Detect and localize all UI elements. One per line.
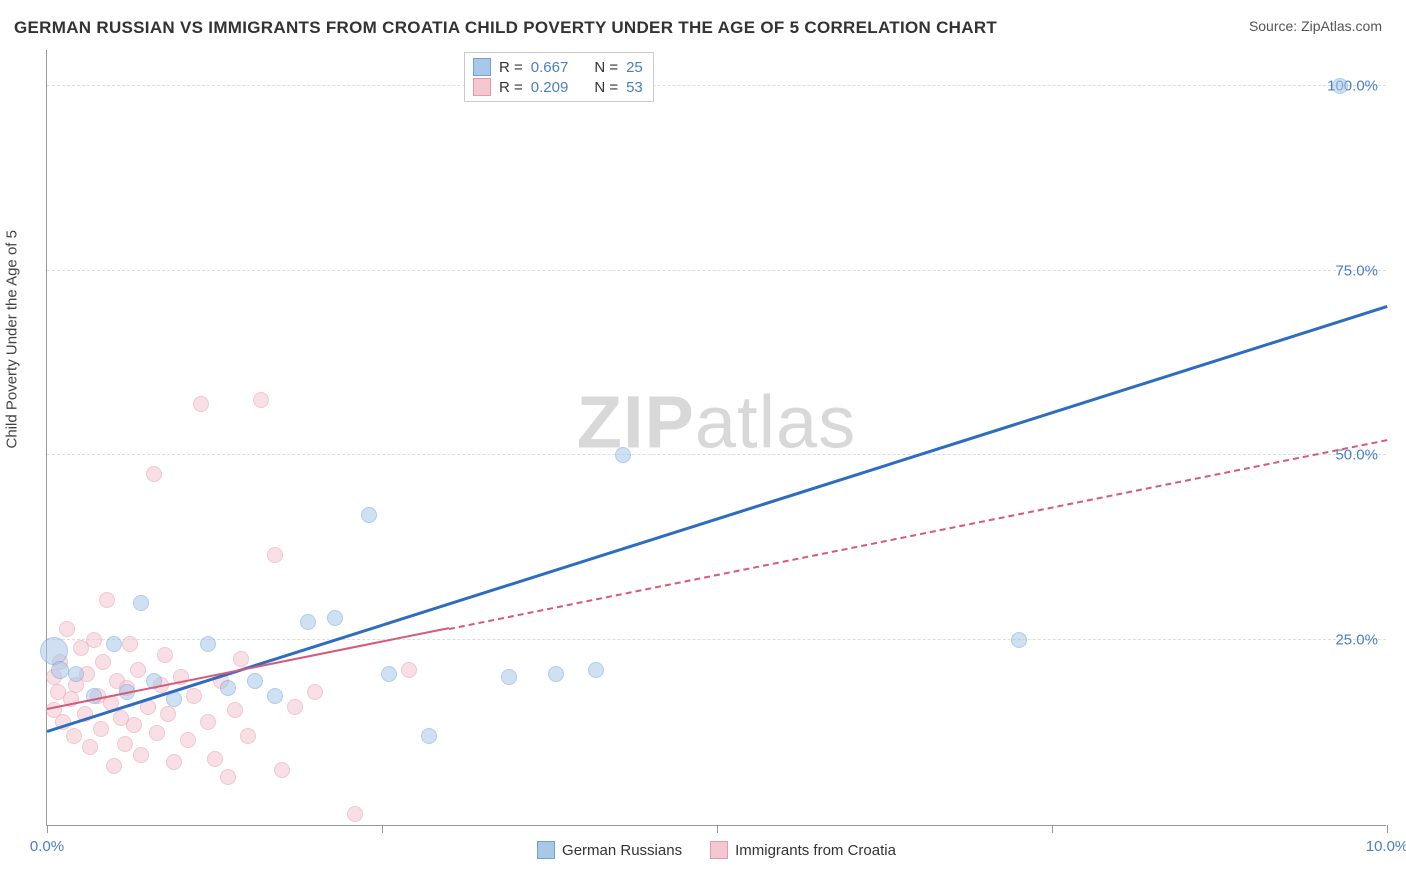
- y-tick-label: 25.0%: [1335, 632, 1378, 649]
- x-tick: [1387, 825, 1388, 833]
- data-point: [548, 666, 564, 682]
- data-point: [220, 769, 236, 785]
- legend-swatch: [473, 58, 491, 76]
- legend-row: R = 0.209 N = 53: [473, 77, 643, 97]
- data-point: [117, 736, 133, 752]
- data-point: [247, 673, 263, 689]
- data-point: [68, 666, 84, 682]
- y-axis-label: Child Poverty Under the Age of 5: [4, 230, 21, 448]
- data-point: [361, 507, 377, 523]
- data-point: [274, 762, 290, 778]
- data-point: [122, 636, 138, 652]
- data-point: [300, 614, 316, 630]
- legend-item: Immigrants from Croatia: [710, 841, 896, 859]
- data-point: [133, 747, 149, 763]
- x-tick: [717, 825, 718, 833]
- legend-r-label: R =: [499, 79, 523, 96]
- scatter-chart: ZIPatlas 25.0%50.0%75.0%100.0%0.0%10.0%G…: [46, 50, 1386, 826]
- legend-n-value: 53: [626, 79, 643, 96]
- data-point: [227, 702, 243, 718]
- source-attribution: Source: ZipAtlas.com: [1249, 18, 1382, 34]
- data-point: [160, 706, 176, 722]
- data-point: [307, 684, 323, 700]
- data-point: [106, 636, 122, 652]
- data-point: [149, 725, 165, 741]
- legend-item: German Russians: [537, 841, 682, 859]
- data-point: [240, 728, 256, 744]
- data-point: [267, 547, 283, 563]
- data-point: [207, 751, 223, 767]
- data-point: [287, 699, 303, 715]
- x-tick: [382, 825, 383, 833]
- data-point: [347, 806, 363, 822]
- legend-row: R = 0.667 N = 25: [473, 57, 643, 77]
- gridline: [47, 639, 1386, 640]
- legend-label: Immigrants from Croatia: [735, 842, 896, 859]
- legend-n-label: N =: [594, 79, 618, 96]
- legend-r-value: 0.209: [531, 79, 569, 96]
- chart-title: GERMAN RUSSIAN VS IMMIGRANTS FROM CROATI…: [14, 18, 997, 38]
- data-point: [401, 662, 417, 678]
- legend-r-value: 0.667: [531, 59, 569, 76]
- data-point: [130, 662, 146, 678]
- trend-line: [449, 439, 1387, 630]
- data-point: [86, 632, 102, 648]
- data-point: [1011, 632, 1027, 648]
- legend-r-label: R =: [499, 59, 523, 76]
- data-point: [157, 647, 173, 663]
- data-point: [106, 758, 122, 774]
- data-point: [501, 669, 517, 685]
- legend-swatch: [710, 841, 728, 859]
- data-point: [421, 728, 437, 744]
- data-point: [93, 721, 109, 737]
- data-point: [186, 688, 202, 704]
- legend-label: German Russians: [562, 842, 682, 859]
- data-point: [126, 717, 142, 733]
- data-point: [615, 447, 631, 463]
- data-point: [82, 739, 98, 755]
- data-point: [233, 651, 249, 667]
- x-tick: [47, 825, 48, 833]
- legend-swatch: [537, 841, 555, 859]
- series-legend: German Russians Immigrants from Croatia: [47, 841, 1386, 859]
- gridline: [47, 270, 1386, 271]
- legend-n-label: N =: [594, 59, 618, 76]
- data-point: [327, 610, 343, 626]
- data-point: [253, 392, 269, 408]
- legend-swatch: [473, 78, 491, 96]
- data-point: [1332, 78, 1348, 94]
- correlation-legend: R = 0.667 N = 25 R = 0.209 N = 53: [464, 52, 654, 102]
- data-point: [220, 680, 236, 696]
- data-point: [133, 595, 149, 611]
- data-point: [267, 688, 283, 704]
- legend-n-value: 25: [626, 59, 643, 76]
- gridline: [47, 454, 1386, 455]
- y-tick-label: 75.0%: [1335, 262, 1378, 279]
- data-point: [66, 728, 82, 744]
- data-point: [95, 654, 111, 670]
- data-point: [166, 754, 182, 770]
- data-point: [193, 396, 209, 412]
- data-point: [59, 621, 75, 637]
- x-tick: [1052, 825, 1053, 833]
- data-point: [180, 732, 196, 748]
- data-point: [51, 661, 69, 679]
- data-point: [200, 636, 216, 652]
- data-point: [381, 666, 397, 682]
- data-point: [588, 662, 604, 678]
- gridline: [47, 85, 1386, 86]
- data-point: [99, 592, 115, 608]
- data-point: [200, 714, 216, 730]
- data-point: [146, 466, 162, 482]
